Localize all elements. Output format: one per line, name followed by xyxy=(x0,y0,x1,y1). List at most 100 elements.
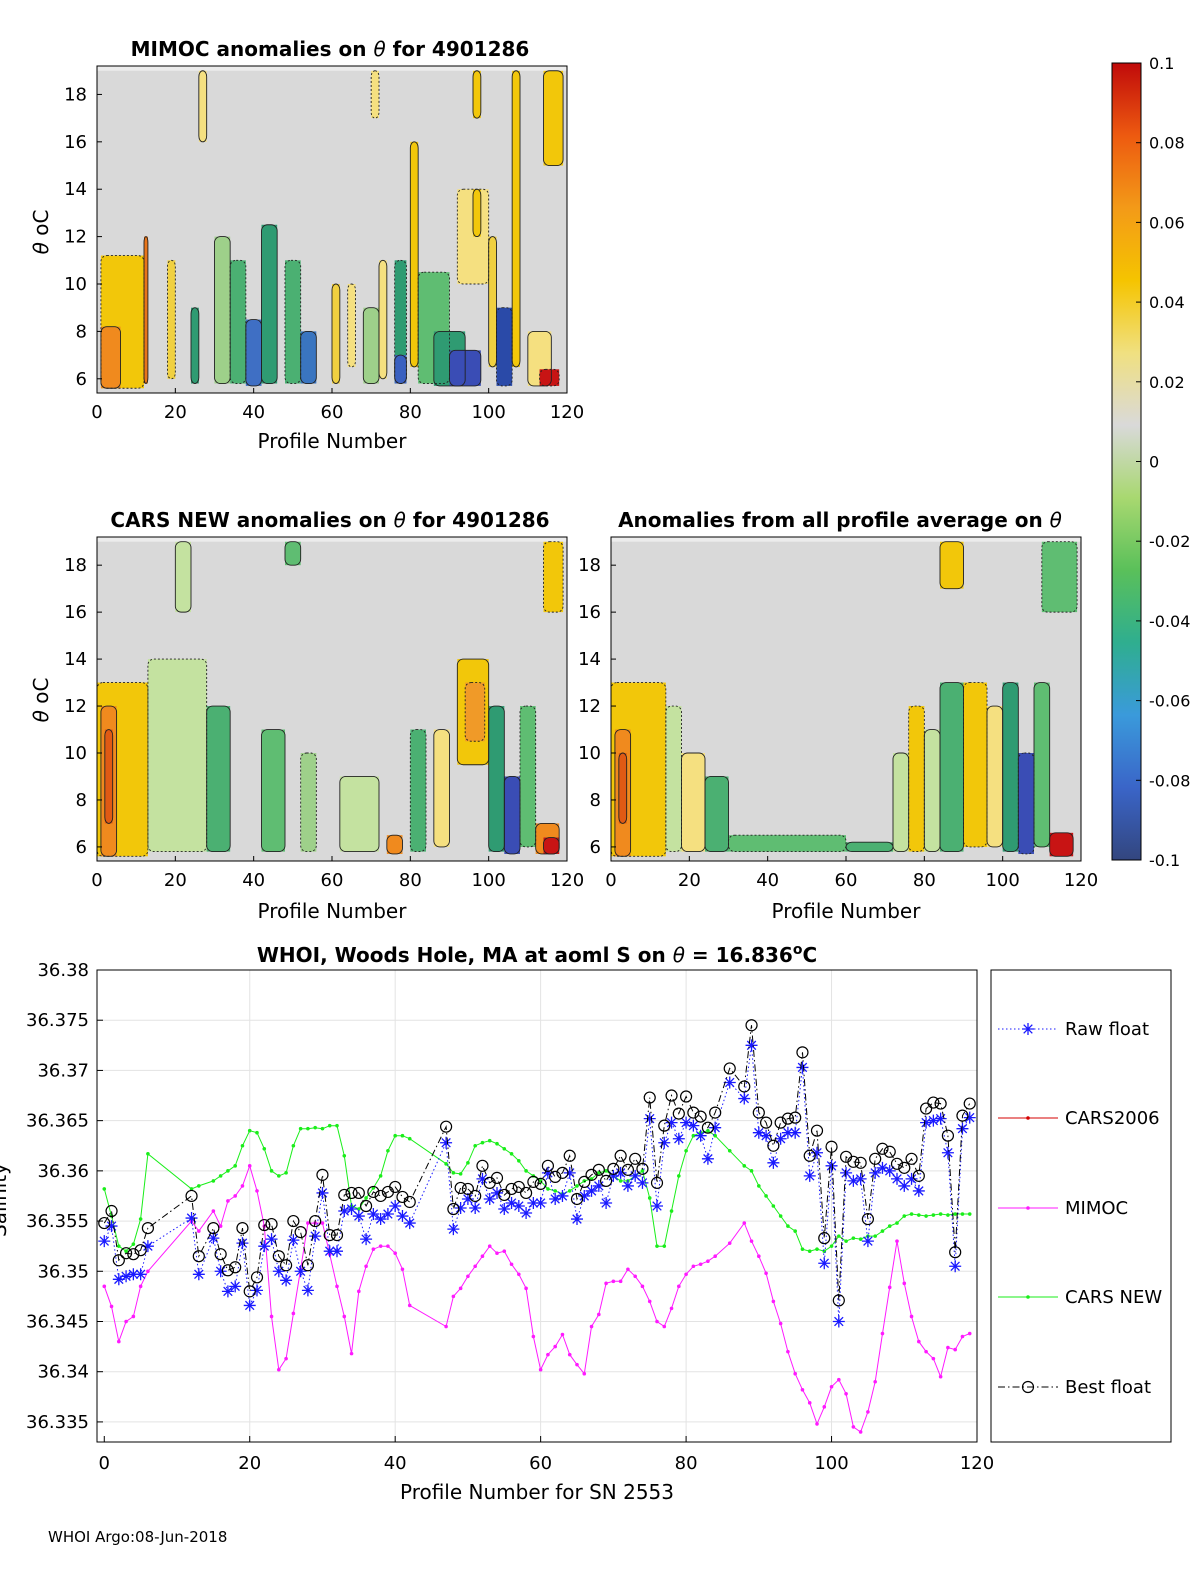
mimoc-contour-line xyxy=(143,236,149,384)
best-float-point xyxy=(636,1162,649,1175)
average-anomaly-cell xyxy=(1018,753,1034,854)
mimoc-anomaly-cell xyxy=(332,284,340,384)
mimoc-point xyxy=(349,1351,354,1356)
mimoc-point xyxy=(873,1379,877,1384)
cars-new-point xyxy=(473,1143,477,1148)
mimoc-anomaly-cell xyxy=(245,319,262,386)
mimoc-point xyxy=(546,1352,550,1357)
mimoc-y-tick-label: 14 xyxy=(64,179,87,200)
cars-new-point xyxy=(618,1179,623,1183)
raw-float-point xyxy=(440,1136,453,1149)
average-contours xyxy=(611,541,1078,857)
cars-new-point xyxy=(378,1174,383,1178)
raw-float-point xyxy=(672,1132,685,1145)
cars-new-point xyxy=(909,1212,914,1216)
mimoc-point xyxy=(742,1221,747,1225)
mimoc-point xyxy=(626,1267,630,1272)
mimoc-y-tick-label: 12 xyxy=(64,227,87,248)
raw-float-point xyxy=(316,1186,329,1199)
best-float-point xyxy=(330,1229,344,1242)
cars-new-heatmap-panel: CARS NEW anomalies on θ for 4901286 0 20 4… xyxy=(29,508,584,923)
raw-float-point xyxy=(185,1212,198,1225)
cars-new-contour-line xyxy=(488,705,505,853)
raw-float-point xyxy=(861,1235,874,1248)
cars-new-point xyxy=(771,1204,776,1208)
average-y-tick-label: 18 xyxy=(578,555,601,576)
colorbar-tick-label: 0.02 xyxy=(1149,373,1185,392)
cars-new-point xyxy=(298,1126,303,1131)
raw-float-point xyxy=(665,1116,678,1129)
mimoc-point xyxy=(829,1384,834,1389)
mimoc-line xyxy=(103,1164,970,1433)
average-anomaly-cell xyxy=(728,835,846,852)
raw-float-point xyxy=(461,1192,474,1205)
cars-new-contour-line xyxy=(543,837,560,855)
raw-float-point xyxy=(745,1039,758,1052)
best-float-point xyxy=(607,1162,620,1175)
cars-new-anomaly-cell xyxy=(175,541,191,613)
average-x-tick-label: 100 xyxy=(985,870,1019,891)
raw-float-point xyxy=(680,1116,693,1129)
colorbar-tick-label: 0.06 xyxy=(1149,213,1185,232)
cars-new-point xyxy=(255,1130,259,1135)
best-float-point xyxy=(825,1140,838,1153)
mimoc-contour-line xyxy=(347,283,356,368)
salinity-y-tick-label: 36.37 xyxy=(37,1060,89,1081)
cars-new-point xyxy=(786,1224,790,1228)
cars-new-point xyxy=(386,1148,390,1153)
best-float-point xyxy=(774,1116,787,1129)
cars-new-y-tick-label: 16 xyxy=(64,602,87,623)
mimoc-anomaly-cell xyxy=(300,331,317,384)
mimoc-y-tick-label: 8 xyxy=(76,321,87,342)
raw-float-point xyxy=(825,1159,838,1172)
cars-new-point xyxy=(487,1138,492,1143)
best-float-point xyxy=(309,1214,322,1228)
raw-float-point xyxy=(120,1270,133,1283)
cars-new-anomaly-cell xyxy=(520,706,536,847)
average-heatmap-title: Anomalies from all profile average on θ xyxy=(618,508,1062,532)
average-x-tick-label: 80 xyxy=(913,870,936,891)
mimoc-contour-line xyxy=(190,307,200,384)
mimoc-anomaly-cell xyxy=(371,70,379,119)
legend-cars-new-point xyxy=(1026,1295,1030,1299)
cars-new-point xyxy=(400,1133,405,1138)
cars-new-x-tick-label: 0 xyxy=(91,870,102,891)
best-float-point xyxy=(105,1204,118,1218)
mimoc-contour-line xyxy=(331,283,341,384)
mimoc-point xyxy=(517,1272,521,1277)
mimoc-contour-line xyxy=(370,70,380,119)
best-float-point xyxy=(818,1232,831,1245)
average-anomaly-cell xyxy=(681,753,705,852)
cars-new-point xyxy=(335,1123,339,1128)
average-y-tick-label: 14 xyxy=(578,649,601,670)
mimoc-point xyxy=(669,1306,674,1311)
mimoc-point xyxy=(560,1332,565,1337)
cars-new-contour-line xyxy=(300,752,317,853)
mimoc-contour-line xyxy=(409,141,419,368)
mimoc-point xyxy=(487,1244,492,1248)
mimoc-point xyxy=(917,1339,921,1344)
cars-new-point xyxy=(924,1214,928,1218)
average-anomaly-cell xyxy=(963,682,987,847)
cars-new-point xyxy=(102,1187,107,1191)
cars-new-contour-line xyxy=(206,705,231,853)
cars-new-x-tick-label: 100 xyxy=(471,870,505,891)
mimoc-contour-line xyxy=(198,70,208,143)
mimoc-contour-line xyxy=(167,259,176,380)
raw-float-point xyxy=(869,1166,882,1179)
mimoc-point xyxy=(197,1229,201,1233)
raw-float-point xyxy=(767,1156,780,1169)
best-float-point xyxy=(127,1248,140,1261)
best-float-point xyxy=(745,1019,758,1032)
cars-new-point xyxy=(313,1125,317,1130)
raw-float-point xyxy=(621,1179,634,1192)
best-float-point xyxy=(592,1163,605,1176)
raw-float-point xyxy=(534,1196,547,1209)
best-float-point xyxy=(534,1177,547,1191)
cars-new-point xyxy=(320,1126,325,1131)
mimoc-point xyxy=(255,1189,259,1193)
cars-new-point xyxy=(357,1207,361,1211)
best-float-point xyxy=(803,1149,816,1162)
best-float-point xyxy=(469,1189,482,1203)
